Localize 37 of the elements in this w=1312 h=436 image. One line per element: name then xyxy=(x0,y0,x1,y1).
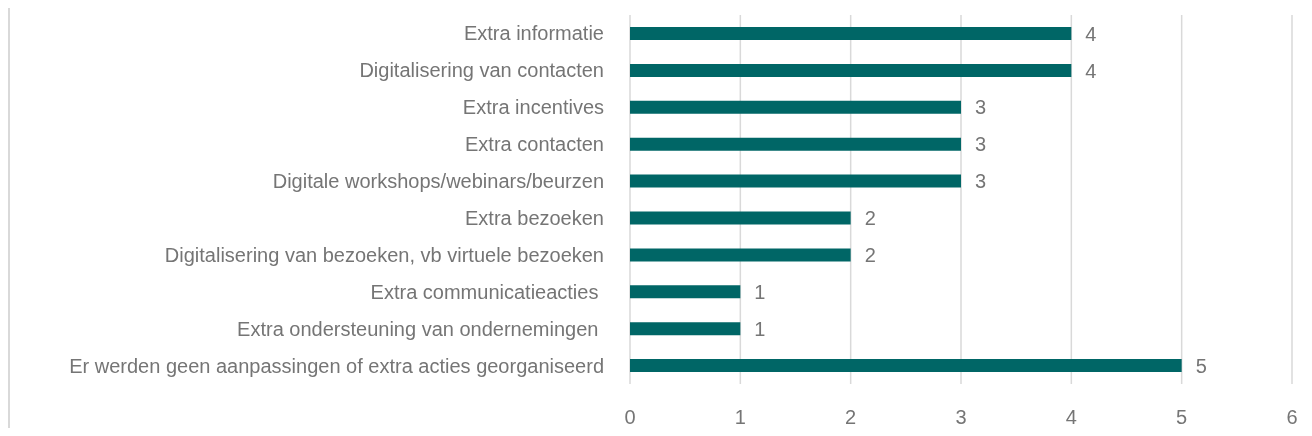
bar xyxy=(630,322,741,336)
data-label: 4 xyxy=(1085,22,1097,45)
y-tick-label: Digitale workshops/webinars/beurzen xyxy=(272,170,604,193)
y-tick-label: Extra informatie xyxy=(463,22,604,45)
x-tick-label: 4 xyxy=(1065,406,1077,429)
y-tick-label: Extra bezoeken xyxy=(465,206,604,229)
x-tick-label: 6 xyxy=(1286,406,1298,429)
data-label: 5 xyxy=(1195,354,1207,377)
data-label: 3 xyxy=(975,96,987,119)
bar xyxy=(630,359,1182,373)
bar xyxy=(630,100,961,114)
y-tick-label: Er werden geen aanpassingen of extra acties georganiseerd xyxy=(69,354,604,377)
data-label: 1 xyxy=(754,280,766,303)
bar xyxy=(630,174,961,188)
data-label: 3 xyxy=(975,133,987,156)
y-tick-label: Extra incentives xyxy=(462,96,604,119)
data-label: 2 xyxy=(864,207,876,230)
x-tick-label: 3 xyxy=(955,406,967,429)
x-tick-label: 0 xyxy=(624,406,636,429)
bar xyxy=(630,211,851,225)
y-tick-label: Extra contacten xyxy=(465,133,604,156)
bar xyxy=(630,63,1072,77)
bar xyxy=(630,137,961,151)
data-label: 4 xyxy=(1085,59,1097,82)
y-tick-label: Digitalisering van contacten xyxy=(359,59,604,82)
y-tick-label: Extra communicatieacties xyxy=(370,280,604,303)
data-label: 3 xyxy=(975,170,987,193)
bar xyxy=(630,248,851,262)
x-tick-label: 2 xyxy=(845,406,857,429)
data-label: 1 xyxy=(754,317,766,340)
y-tick-label: Extra ondersteuning van ondernemingen xyxy=(237,317,604,340)
bar xyxy=(630,27,1072,40)
bar xyxy=(630,285,741,299)
x-tick-label: 5 xyxy=(1176,406,1188,429)
y-tick-label: Digitalisering van bezoeken, vb virtuele bezoeken xyxy=(164,243,604,266)
data-label: 2 xyxy=(864,244,876,266)
x-tick-label: 1 xyxy=(734,406,746,429)
